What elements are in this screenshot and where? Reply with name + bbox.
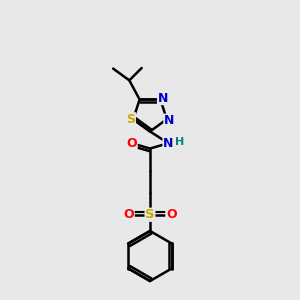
Text: H: H — [176, 137, 185, 147]
Text: O: O — [124, 208, 134, 221]
Text: O: O — [126, 137, 137, 150]
Text: S: S — [145, 208, 155, 221]
Text: N: N — [163, 137, 173, 150]
Text: S: S — [126, 113, 135, 126]
Text: N: N — [164, 114, 174, 127]
Text: O: O — [166, 208, 176, 221]
Text: N: N — [158, 92, 168, 104]
